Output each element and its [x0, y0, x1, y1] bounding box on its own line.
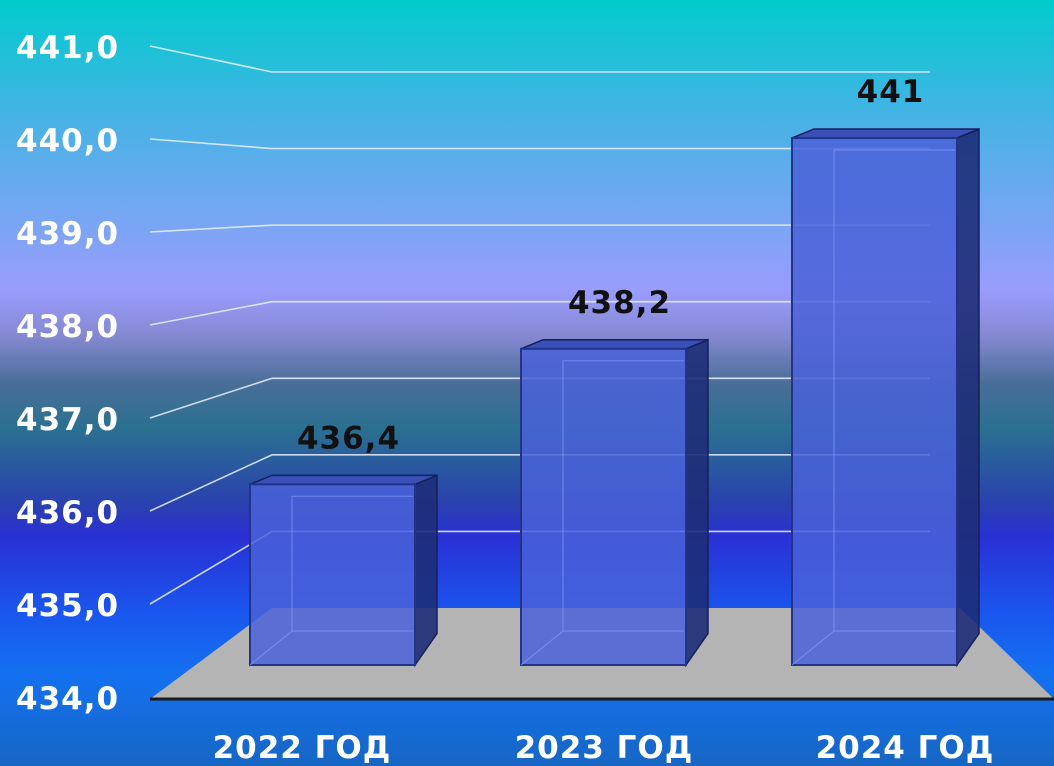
bar-front-face: [520, 347, 687, 666]
bar-inner-edge: [791, 630, 835, 666]
x-category-label: 2022 ГОД: [213, 730, 392, 766]
y-tick-label: 441,0: [16, 30, 119, 66]
grid-line: [149, 300, 930, 326]
x-category-label: 2024 ГОД: [816, 730, 995, 766]
grid-lines: [149, 45, 930, 605]
y-tick-label: 434,0: [16, 681, 119, 717]
x-category-label: 2023 ГОД: [515, 730, 694, 766]
y-tick-label: 436,0: [16, 495, 119, 531]
bar-side-face: [685, 338, 709, 668]
bars: [249, 127, 980, 668]
bar-2: [520, 338, 709, 668]
grid-line: [149, 224, 930, 233]
labels: 434,0 435,0 436,0 437,0 438,0 439,0 440,0 441,0…: [16, 30, 995, 766]
bar-front-face: [791, 137, 958, 666]
bar-side-face: [956, 127, 980, 668]
bar-top-face: [520, 339, 709, 350]
data-label: 436,4: [297, 420, 400, 456]
bar-inner-edge: [249, 630, 293, 666]
grid-line: [149, 454, 930, 512]
y-tick-label: 439,0: [16, 216, 119, 252]
bar-3: [791, 127, 980, 668]
bar-inner-edge: [833, 149, 955, 631]
grid-line: [149, 45, 930, 73]
bar-inner-edge: [291, 495, 413, 631]
bar-top-face: [791, 128, 980, 139]
grid-line: [149, 138, 930, 150]
bar-1: [249, 474, 438, 668]
bar-top-face: [249, 474, 438, 486]
bar-side-face: [414, 474, 438, 668]
bar-inner-edge: [520, 630, 564, 666]
y-tick-label: 440,0: [16, 123, 119, 159]
bar-inner-edge: [562, 360, 684, 631]
y-tick-label: 438,0: [16, 309, 119, 345]
bar-front-face: [249, 483, 416, 667]
data-label: 438,2: [568, 285, 671, 321]
data-label: 441: [857, 74, 925, 110]
y-tick-label: 437,0: [16, 402, 119, 438]
y-tick-label: 435,0: [16, 588, 119, 624]
grid-line: [149, 377, 930, 419]
